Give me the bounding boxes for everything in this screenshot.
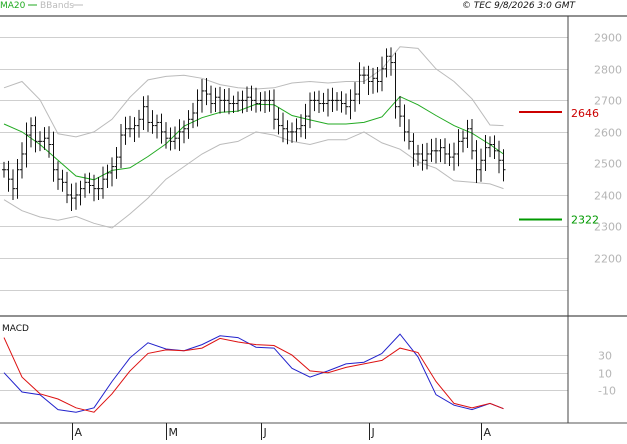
price-tick-label: 2800 — [594, 64, 622, 77]
price-tick-label: 2900 — [594, 32, 622, 45]
price-tick-label: 2600 — [594, 127, 622, 140]
ma20-line — [3, 95, 504, 181]
price-tick-label: 2200 — [594, 253, 622, 266]
macd-tick-label: -10 — [598, 385, 616, 398]
month-label: J — [263, 426, 267, 439]
price-panel: 2200 2300 2400 2500 2600 2700 2800 2900 2646 2322 — [0, 32, 622, 291]
price-tick-label: 2400 — [594, 190, 622, 203]
price-tick-label: 2500 — [594, 158, 622, 171]
macd-panel: MACD 30 10 -10 — [0, 324, 616, 413]
timestamp-label: © TEC 9/8/2026 3:0 GMT — [462, 1, 577, 11]
month-label: M — [169, 426, 179, 439]
price-tick-label: 2300 — [594, 221, 622, 234]
macd-panel-title: MACD — [2, 324, 29, 334]
ma20-legend-label: MA20 — [0, 1, 26, 11]
resistance-level-label: 2646 — [571, 107, 599, 120]
price-tick-label: 2700 — [594, 95, 622, 108]
bbands-upper-line — [3, 46, 504, 138]
bbands-legend-label: BBands — [40, 1, 74, 11]
bbands-legend-swatch — [73, 4, 83, 6]
month-label: A — [75, 426, 83, 439]
ma20-legend-swatch — [28, 4, 37, 6]
macd-tick-label: 30 — [598, 350, 612, 363]
macd-line — [3, 333, 504, 413]
month-label: A — [484, 426, 492, 439]
month-label: J — [371, 426, 375, 439]
macd-tick-label: 10 — [598, 368, 612, 381]
support-level-label: 2322 — [571, 214, 599, 227]
bbands-lower-line — [3, 131, 504, 229]
macd-signal-line — [3, 337, 504, 413]
